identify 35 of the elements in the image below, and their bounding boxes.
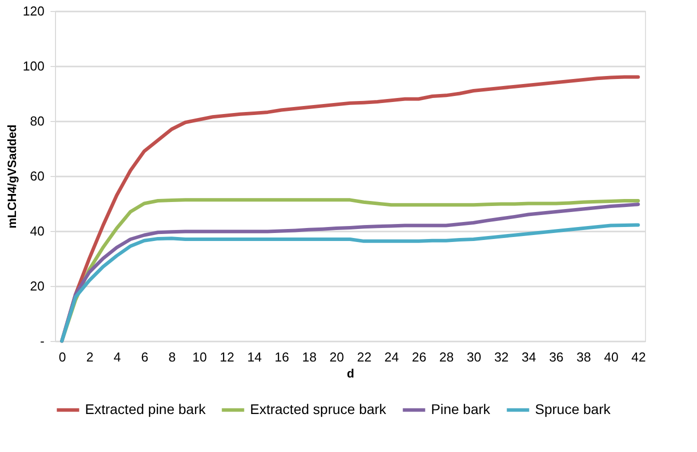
x-tick-label: 38: [576, 350, 591, 364]
x-tick-label: 8: [168, 350, 176, 364]
x-tick-label: 6: [141, 350, 148, 364]
x-tick-label: 16: [274, 350, 290, 364]
y-tick-label: 40: [30, 224, 44, 238]
x-tick-label: 2: [86, 350, 94, 364]
x-tick-label: 12: [220, 350, 234, 364]
x-tick-label: 0: [58, 350, 66, 364]
y-tick-label: 100: [22, 58, 44, 74]
legend-label: Extracted spruce bark: [250, 401, 388, 417]
x-tick-label: 20: [330, 350, 344, 364]
y-axis-title: mLCH4/gVSadded: [4, 124, 19, 229]
legend-label: Pine bark: [431, 401, 492, 417]
y-tick-label: 20: [30, 278, 44, 294]
x-tick-label: 32: [494, 350, 509, 364]
y-tick-label: 60: [30, 168, 44, 184]
x-tick-label: 40: [604, 350, 618, 364]
x-axis-title: d: [346, 366, 354, 380]
x-tick-label: 36: [549, 350, 564, 364]
x-tick-label: 28: [439, 350, 454, 364]
x-tick-label: 22: [356, 350, 372, 364]
x-tick-label: 26: [412, 350, 426, 364]
y-tick-label: -: [40, 334, 44, 348]
x-tick-label: 14: [247, 350, 262, 364]
x-tick-label: 10: [192, 350, 207, 364]
legend-label: Spruce bark: [535, 401, 612, 417]
x-tick-label: 4: [114, 350, 121, 364]
x-tick-label: 30: [466, 350, 482, 364]
y-tick-label: 120: [22, 4, 44, 18]
x-tick-label: 34: [522, 350, 536, 364]
legend-label: Extracted pine bark: [85, 401, 207, 417]
x-tick-label: 18: [302, 350, 317, 364]
y-tick-label: 80: [30, 114, 44, 128]
x-tick-label: 24: [384, 350, 399, 364]
x-tick-label: 42: [631, 350, 646, 364]
